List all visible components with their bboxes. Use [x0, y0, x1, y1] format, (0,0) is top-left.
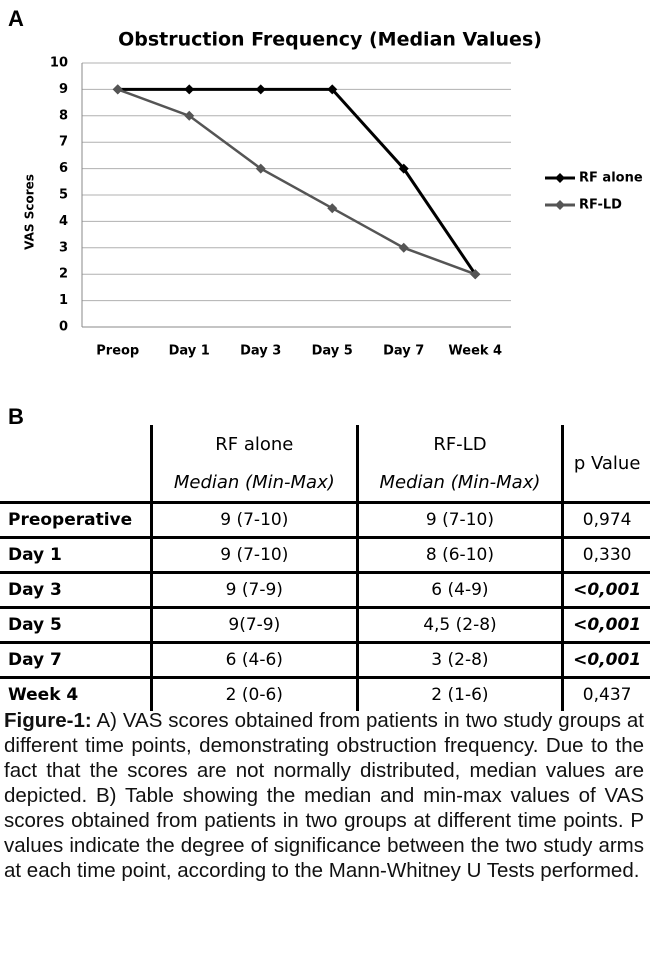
marker [255, 163, 266, 174]
p-value: <0,001 [562, 606, 650, 643]
row-label: Preoperative [0, 501, 153, 538]
y-tick-label: 8 [59, 108, 68, 123]
table-row: Preoperative 9 (7-10) 9 (7-10) 0,974 [0, 501, 650, 538]
marker [470, 269, 481, 280]
legend-label: RF-LD [579, 198, 622, 213]
legend-marker [555, 173, 565, 183]
chart: Obstruction Frequency (Median Values) VA… [23, 29, 643, 359]
row-label: Day 3 [0, 571, 153, 608]
marker [327, 203, 338, 214]
table-row: Median (Min-Max) Median (Min-Max) [0, 463, 650, 503]
table-cell: 8 (6-10) [357, 536, 565, 573]
table-cell: 9 (7-10) [151, 536, 359, 573]
y-axis-label: VAS Scores [23, 174, 37, 250]
caption: Figure-1: A) VAS scores obtained from pa… [4, 708, 644, 883]
table-cell: 6 (4-9) [357, 571, 565, 608]
p-value: <0,001 [562, 571, 650, 608]
column-subheader: Median (Min-Max) [357, 463, 565, 503]
marker [398, 163, 409, 174]
x-tick-label: Day 1 [169, 344, 210, 359]
table-cell: 9 (7-10) [151, 501, 359, 538]
y-tick-label: 2 [59, 267, 68, 282]
marker [112, 84, 123, 95]
table-cell: 9 (7-10) [357, 501, 565, 538]
column-subheader: Median (Min-Max) [151, 463, 359, 503]
marker [398, 242, 409, 253]
panel-label: B [8, 404, 24, 429]
caption-label: Figure-1: [4, 709, 92, 732]
caption-text: A) VAS scores obtained from patients in … [4, 709, 644, 882]
p-value: 0,437 [562, 676, 650, 711]
marker [184, 110, 195, 121]
marker [255, 84, 266, 95]
panel-label: A [8, 6, 24, 31]
table-cell: 6 (4-6) [151, 641, 359, 678]
column-header: p Value [573, 452, 641, 474]
x-tick-label: Day 5 [312, 344, 353, 359]
table-cell: 9 (7-9) [151, 571, 359, 608]
y-tick-label: 7 [59, 135, 68, 150]
table-cell: 3 (2-8) [357, 641, 565, 678]
table-cell: 2 (1-6) [357, 676, 565, 711]
p-value: 0,974 [562, 501, 650, 538]
x-tick-label: Day 7 [383, 344, 424, 359]
row-label: Day 1 [0, 536, 153, 573]
row-label: Week 4 [0, 676, 153, 711]
y-tick-label: 10 [50, 56, 68, 71]
table-cell: 2 (0-6) [151, 676, 359, 711]
x-tick-label: Preop [96, 344, 139, 359]
column-header: RF-LD [357, 425, 565, 463]
row-label: Day 7 [0, 641, 153, 678]
marker [327, 84, 338, 95]
x-tick-label: Day 3 [240, 344, 281, 359]
series-line [117, 88, 476, 276]
table-row: RF alone RF-LD p Value [0, 425, 650, 503]
y-tick-label: 0 [59, 320, 68, 335]
y-tick-label: 4 [59, 214, 68, 229]
y-tick-label: 5 [59, 188, 68, 203]
legend-label: RF alone [579, 171, 643, 186]
series-line [117, 87, 477, 276]
y-tick-label: 6 [59, 161, 68, 176]
header-cell [0, 425, 153, 503]
p-value: 0,330 [562, 536, 650, 573]
p-value: <0,001 [562, 641, 650, 678]
chart-title: Obstruction Frequency (Median Values) [118, 29, 542, 51]
y-tick-label: 1 [59, 293, 68, 308]
y-tick-label: 3 [59, 240, 68, 255]
column-header: RF alone [151, 425, 359, 463]
table-cell: 4,5 (2-8) [357, 606, 565, 643]
legend-marker [555, 200, 565, 210]
x-tick-label: Week 4 [448, 344, 502, 359]
table-row: Day 5 9(7-9) 4,5 (2-8) <0,001 [0, 606, 650, 643]
marker [184, 84, 195, 95]
table: RF alone RF-LD p Value Median (Min-Max) Medi… [0, 425, 650, 711]
y-tick-label: 9 [59, 82, 68, 97]
table-cell: 9(7-9) [151, 606, 359, 643]
row-label: Day 5 [0, 606, 153, 643]
